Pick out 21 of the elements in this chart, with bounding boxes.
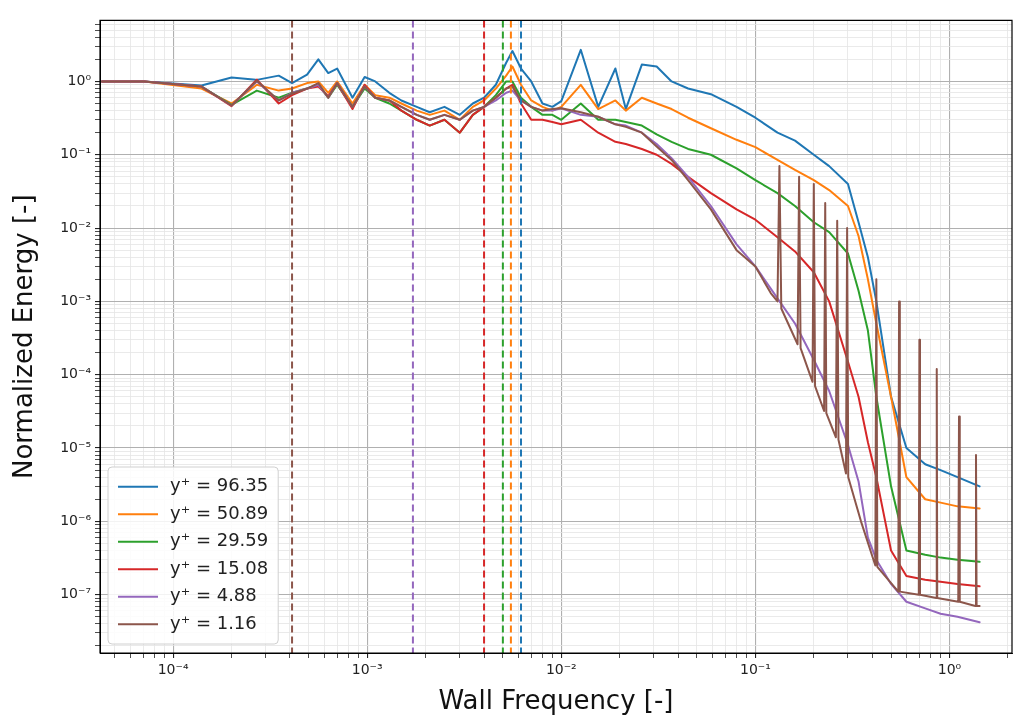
y-tick-label: 10⁻⁵ (60, 438, 91, 455)
legend-label: y⁺ = 1.16 (170, 611, 257, 633)
y-tick-label: 10⁻⁷ (60, 585, 91, 602)
x-tick-label: 10⁻³ (351, 661, 383, 678)
legend-label: y⁺ = 96.35 (170, 474, 269, 496)
y-tick-label: 10⁻¹ (60, 145, 91, 162)
y-axis-title: Normalized Energy [-] (8, 194, 39, 480)
x-tick-label: 10⁻² (545, 661, 577, 678)
y-tick-label: 10⁻⁶ (60, 511, 92, 528)
y-tick-label: 10⁻² (60, 218, 91, 235)
x-tick-label: 10⁻⁴ (157, 661, 189, 678)
x-axis-title: Wall Frequency [-] (438, 685, 674, 716)
y-tick-label: 10⁻³ (60, 292, 91, 309)
legend-label: y⁺ = 4.88 (170, 584, 257, 606)
legend-label: y⁺ = 29.59 (170, 529, 269, 551)
x-tick-label: 10⁻¹ (739, 661, 771, 678)
legend-label: y⁺ = 15.08 (170, 556, 269, 578)
x-tick-label: 10⁰ (937, 661, 962, 678)
y-tick-label: 10⁰ (67, 72, 92, 89)
y-tick-label: 10⁻⁴ (60, 365, 92, 382)
legend-label: y⁺ = 50.89 (170, 501, 269, 523)
